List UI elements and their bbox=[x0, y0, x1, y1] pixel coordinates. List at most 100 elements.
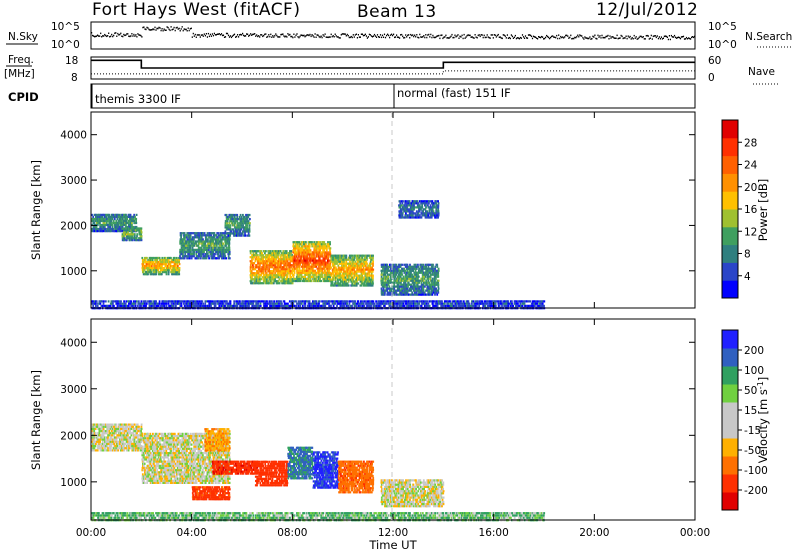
power-cell bbox=[407, 293, 410, 296]
power-cell bbox=[319, 265, 322, 268]
power-cell bbox=[353, 276, 356, 279]
power-cell bbox=[262, 258, 265, 261]
power-cell bbox=[399, 265, 402, 268]
freq-label-bottom: [MHz] bbox=[4, 68, 35, 80]
power-cell bbox=[366, 274, 369, 277]
power-cell bbox=[110, 219, 113, 223]
power-cell bbox=[252, 258, 254, 261]
nave-line bbox=[91, 70, 695, 75]
power-cell bbox=[413, 281, 416, 284]
power-cell bbox=[176, 258, 179, 262]
power-cell bbox=[395, 273, 398, 276]
power-cell bbox=[123, 237, 126, 240]
power-cell bbox=[139, 235, 142, 238]
power-cell bbox=[410, 289, 413, 292]
power-cell bbox=[249, 218, 251, 221]
power-cell bbox=[122, 231, 125, 234]
power-cell bbox=[232, 220, 235, 223]
power-cell bbox=[105, 219, 108, 223]
noise-point bbox=[617, 37, 619, 40]
power-cell bbox=[174, 269, 177, 272]
noise-point bbox=[597, 34, 599, 37]
power-cell bbox=[189, 240, 192, 243]
noise-point bbox=[365, 35, 367, 37]
power-cell bbox=[139, 239, 141, 242]
power-cell bbox=[155, 273, 158, 276]
power-cell bbox=[277, 256, 280, 259]
power-cell bbox=[308, 243, 311, 246]
power-cell bbox=[421, 269, 424, 272]
power-cell bbox=[200, 242, 203, 245]
noise-point bbox=[300, 34, 302, 36]
power-cell bbox=[434, 265, 437, 268]
noise-point bbox=[456, 35, 458, 37]
noise-point bbox=[324, 33, 326, 35]
power-cell bbox=[269, 250, 272, 253]
noise-point bbox=[625, 35, 627, 37]
noise-point bbox=[560, 35, 562, 38]
power-cell bbox=[278, 274, 281, 277]
power-cell bbox=[203, 232, 206, 235]
power-cell bbox=[127, 227, 129, 230]
power-cell bbox=[123, 304, 126, 307]
power-cell bbox=[328, 269, 330, 272]
power-cell bbox=[337, 278, 339, 281]
noise-point bbox=[142, 26, 144, 29]
power-cell bbox=[246, 218, 249, 221]
power-cell bbox=[405, 200, 407, 203]
power-cell bbox=[116, 217, 119, 221]
power-cell bbox=[295, 255, 298, 258]
power-cell bbox=[398, 293, 401, 296]
power-cell bbox=[429, 277, 431, 280]
power-cell bbox=[127, 221, 130, 225]
power-cell bbox=[314, 251, 317, 254]
power-cell bbox=[153, 265, 155, 268]
power-cell bbox=[176, 269, 178, 272]
noise-point bbox=[512, 37, 514, 39]
power-cell bbox=[178, 271, 180, 274]
power-cell bbox=[133, 229, 135, 232]
noise-point bbox=[250, 33, 252, 35]
power-cell bbox=[296, 243, 299, 246]
noise-point bbox=[147, 27, 149, 29]
noise-point bbox=[442, 37, 444, 40]
power-cell bbox=[366, 256, 368, 259]
noise-point bbox=[363, 34, 365, 37]
noise-point bbox=[543, 38, 545, 40]
noise-point bbox=[237, 34, 239, 36]
power-cell bbox=[99, 223, 101, 227]
noise-point bbox=[207, 32, 209, 35]
power-cell bbox=[428, 210, 431, 213]
power-cell bbox=[123, 233, 125, 236]
noise-point bbox=[548, 36, 550, 39]
noise-point bbox=[161, 28, 163, 30]
power-cell bbox=[217, 238, 220, 241]
power-cell bbox=[162, 271, 164, 274]
power-cell bbox=[309, 273, 312, 276]
power-cell bbox=[258, 300, 261, 303]
noise-point bbox=[213, 32, 215, 35]
power-cell bbox=[380, 271, 383, 274]
power-cell bbox=[142, 258, 145, 262]
power-cell bbox=[400, 271, 403, 274]
power-cell bbox=[176, 271, 179, 274]
power-cell bbox=[415, 206, 418, 209]
power-cell bbox=[212, 240, 215, 243]
power-cell bbox=[190, 257, 193, 260]
power-cell bbox=[182, 246, 184, 249]
noise-point bbox=[251, 34, 253, 36]
power-cell bbox=[418, 267, 420, 270]
noise-point bbox=[524, 35, 527, 37]
noise-point bbox=[310, 35, 312, 38]
power-cell bbox=[129, 217, 132, 221]
noise-point bbox=[97, 34, 99, 36]
noise-point bbox=[125, 34, 127, 36]
noise-point bbox=[347, 34, 349, 37]
power-cell bbox=[406, 269, 409, 272]
noise-point bbox=[349, 36, 351, 39]
power-cell bbox=[100, 217, 103, 221]
power-cell bbox=[109, 230, 112, 233]
power-cell bbox=[305, 243, 307, 246]
power-cell bbox=[107, 230, 109, 233]
